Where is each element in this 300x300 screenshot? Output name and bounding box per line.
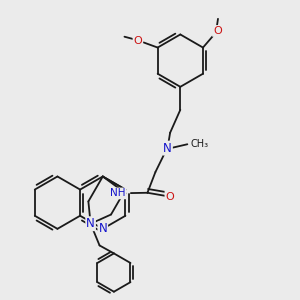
- Text: N: N: [98, 222, 107, 235]
- Text: CH₃: CH₃: [190, 139, 209, 149]
- Text: O: O: [134, 35, 142, 46]
- Text: N: N: [163, 142, 172, 154]
- Text: NH: NH: [110, 188, 126, 198]
- Text: O: O: [213, 26, 222, 36]
- Text: O: O: [165, 192, 174, 202]
- Text: N: N: [86, 217, 95, 230]
